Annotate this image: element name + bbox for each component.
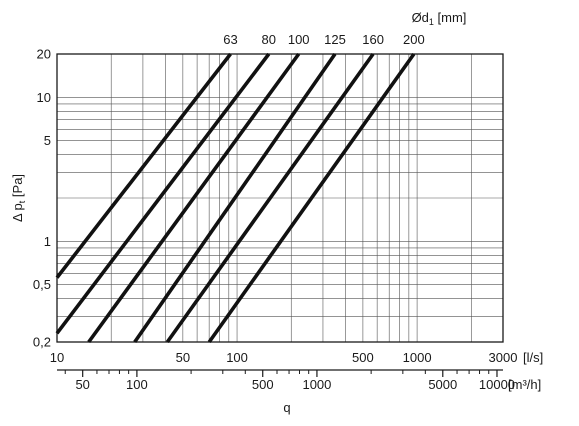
y-tick-label: 20 bbox=[37, 47, 51, 62]
series-line-200 bbox=[207, 52, 416, 344]
series-line-80 bbox=[55, 52, 271, 335]
y-tick-label: 0,2 bbox=[33, 335, 51, 350]
series-lines bbox=[55, 52, 416, 344]
x-secondary-tick-label: 50 bbox=[75, 377, 89, 392]
series-line-100 bbox=[87, 52, 301, 344]
x-secondary-tick-label: 100 bbox=[126, 377, 148, 392]
plot-frame bbox=[56, 53, 504, 343]
x-secondary-axis: 50 100 500 1000 5000 10000 bbox=[57, 369, 515, 392]
x-primary-tick-label: 100 bbox=[226, 350, 248, 365]
diameter-label-63: 63 bbox=[223, 32, 237, 47]
x-secondary-tick-label: 1000 bbox=[302, 377, 331, 392]
x-secondary-tick-label: 10000 bbox=[479, 377, 515, 392]
diameter-label-160: 160 bbox=[362, 32, 384, 47]
x-primary-tick-label: 1000 bbox=[403, 350, 432, 365]
series-line-63 bbox=[55, 52, 232, 279]
x-secondary-unit: [m³/h] bbox=[508, 377, 541, 392]
x-primary-unit: [l/s] bbox=[523, 350, 543, 365]
y-axis-label: Δ pt [Pa] bbox=[10, 174, 27, 222]
y-tick-label: 0,5 bbox=[33, 277, 51, 292]
diameter-label-200: 200 bbox=[403, 32, 425, 47]
y-tick-label: 1 bbox=[44, 234, 51, 249]
series-line-125 bbox=[133, 52, 337, 344]
series-line-160 bbox=[165, 52, 375, 344]
diameter-label-125: 125 bbox=[324, 32, 346, 47]
y-tick-labels: 0,2 0,5 1 5 10 20 bbox=[33, 47, 51, 350]
x-primary-tick-labels: 10 50 100 500 1000 3000 bbox=[50, 350, 518, 365]
grid bbox=[57, 54, 503, 342]
x-secondary-tick-label: 5000 bbox=[428, 377, 457, 392]
x-secondary-tick-label: 500 bbox=[252, 377, 274, 392]
x-axis-label: q bbox=[283, 400, 290, 415]
x-primary-tick-label: 10 bbox=[50, 350, 64, 365]
y-tick-label: 10 bbox=[37, 90, 51, 105]
y-tick-label: 5 bbox=[44, 133, 51, 148]
top-axis-label: Ød1 [mm] bbox=[412, 10, 467, 27]
diameter-labels: 63 80 100 125 160 200 bbox=[223, 32, 424, 47]
diameter-label-100: 100 bbox=[288, 32, 310, 47]
x-primary-tick-label: 500 bbox=[352, 350, 374, 365]
x-primary-tick-label: 50 bbox=[176, 350, 190, 365]
x-primary-tick-label: 3000 bbox=[489, 350, 518, 365]
diameter-label-80: 80 bbox=[262, 32, 276, 47]
